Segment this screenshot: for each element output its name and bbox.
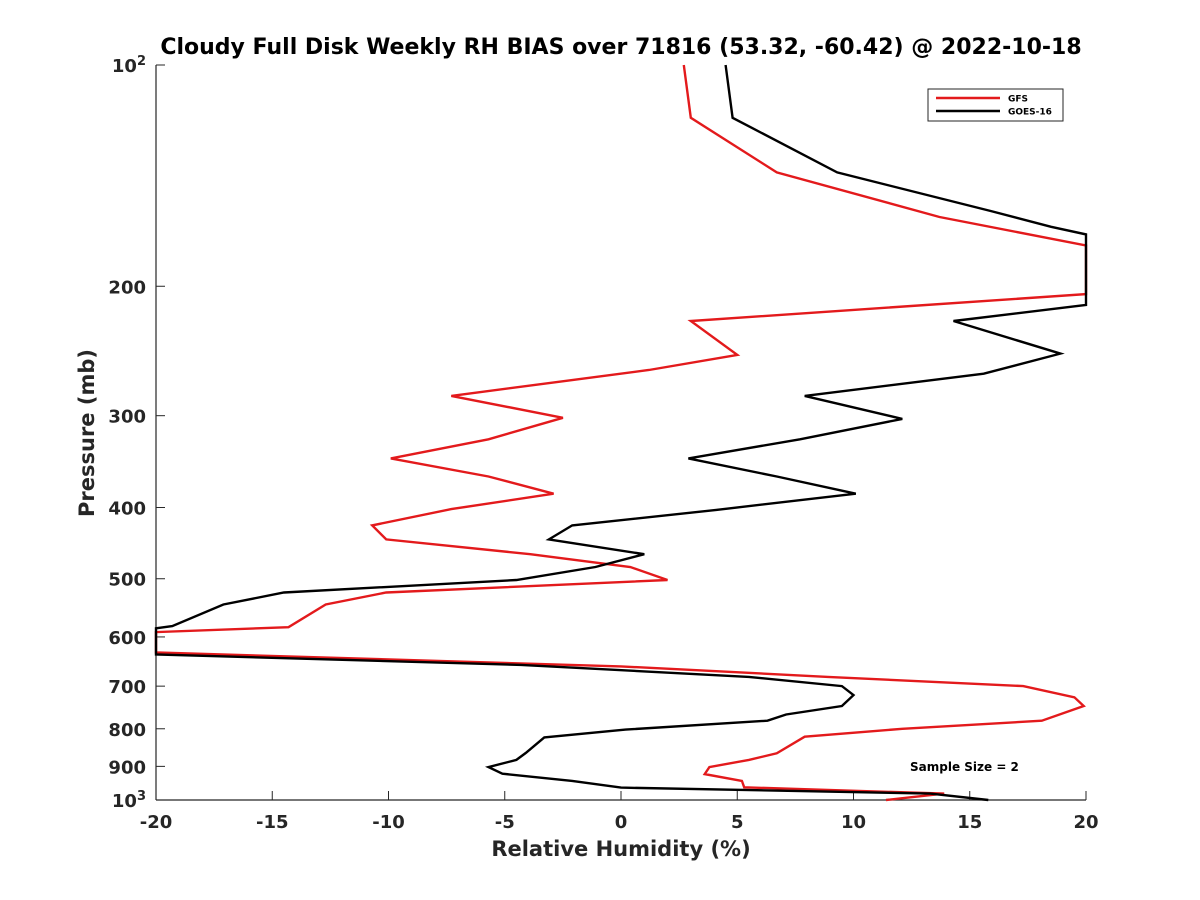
y-axis-label: Pressure (mb) xyxy=(75,349,99,517)
x-tick-label: -20 xyxy=(140,812,173,833)
x-tick-label: -10 xyxy=(372,812,405,833)
chart-title: Cloudy Full Disk Weekly RH BIAS over 718… xyxy=(160,35,1081,60)
series-line-goes-16 xyxy=(154,64,1088,802)
y-tick-label: 500 xyxy=(108,570,146,591)
x-tick-label: 10 xyxy=(841,812,866,833)
x-tick-label: 20 xyxy=(1073,812,1098,833)
x-tick-label: 15 xyxy=(957,812,982,833)
plot-series xyxy=(154,64,1088,802)
x-tick-label: 5 xyxy=(731,812,744,833)
y-tick-label: 600 xyxy=(108,628,146,649)
legend-box xyxy=(927,88,1064,122)
y-tick-label: 800 xyxy=(108,720,146,741)
x-axis-label: Relative Humidity (%) xyxy=(491,837,750,861)
y-tick-label: 200 xyxy=(108,277,146,298)
y-tick-base: 10 xyxy=(112,56,137,77)
y-tick-label: 900 xyxy=(108,757,146,778)
x-tick-label: -15 xyxy=(256,812,289,833)
legend-label: GFS xyxy=(1008,95,1028,105)
y-tick-exponent: 3 xyxy=(137,789,146,804)
y-tick-base: 10 xyxy=(112,791,137,812)
plot-axes: -20 -15 -10 -5 0 5 10 15 20102200300400500600700… xyxy=(108,54,1098,833)
legend: GFS GOES-16 xyxy=(927,88,1064,122)
legend-label: GOES-16 xyxy=(1008,108,1052,118)
y-tick-label: 103 xyxy=(112,789,146,812)
sample-size-annotation: Sample Size = 2 xyxy=(910,760,1019,774)
x-tick-label: 0 xyxy=(615,812,628,833)
x-tick-label: -5 xyxy=(495,812,515,833)
y-tick-label: 300 xyxy=(108,407,146,428)
y-tick-label: 102 xyxy=(112,54,146,77)
y-tick-label: 400 xyxy=(108,499,146,520)
series-line-gfs xyxy=(154,64,1088,802)
y-tick-exponent: 2 xyxy=(137,54,146,69)
y-tick-label: 700 xyxy=(108,677,146,698)
